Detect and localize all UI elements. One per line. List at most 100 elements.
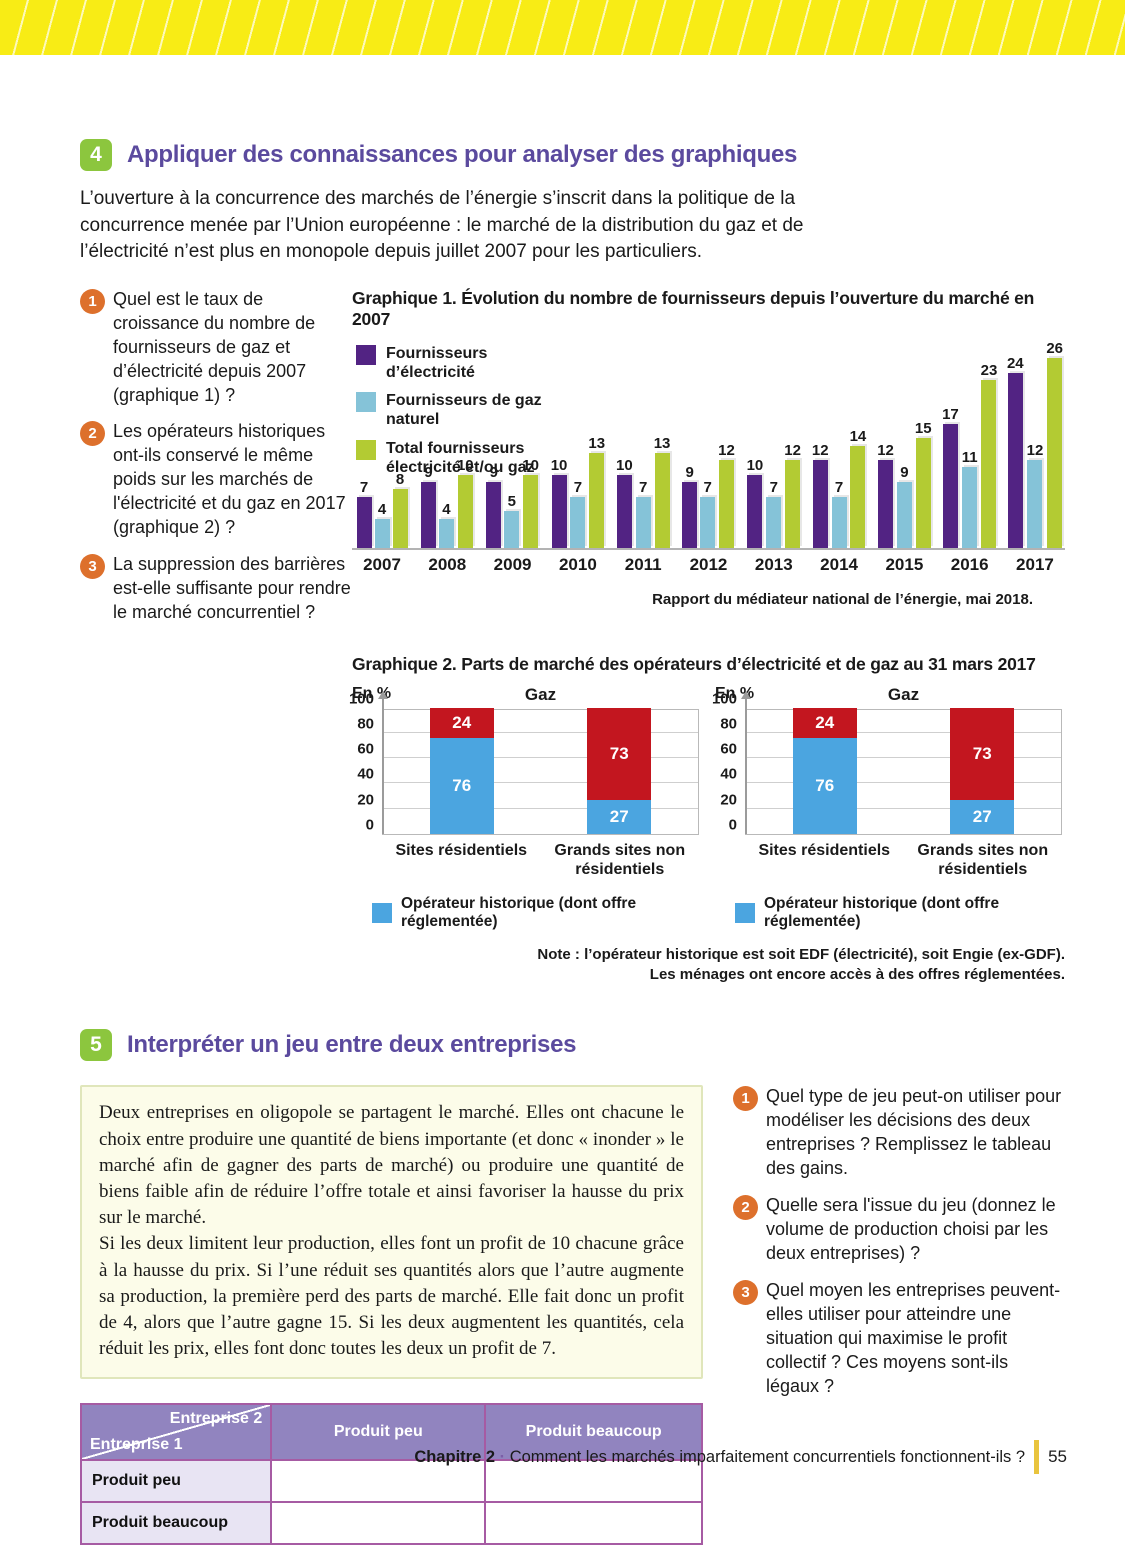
g2-yaxis-arrow [741,690,751,834]
g1-bar [850,445,866,548]
g1-bar-value: 12 [877,442,894,460]
g1-bar-column: 13 [588,435,605,548]
question-text: Les opérateurs historiques ont-ils conse… [113,421,346,538]
legend-label: Opérateur historique (dont offre régleme… [764,894,1000,930]
legend-item: Fournisseurs de gaz naturel [356,391,566,429]
g1-year-group: 9 5 10 [486,457,539,548]
g1-bar-value: 9 [489,464,498,482]
g2-segment-other: 73 [950,707,1015,800]
question-text: Quel type de jeu peut-on utiliser pour m… [766,1086,1062,1179]
top-banner [0,0,1125,55]
section5-header: 5 Interpréter un jeu entre deux entrepri… [80,1029,1065,1062]
g1-bar-value: 9 [424,464,433,482]
g1-year-group: 12 7 14 [812,428,866,548]
g1-bar-column: 15 [915,420,932,548]
g2-ytick-label: 20 [720,791,737,809]
g1-bar [682,482,698,548]
g1-bar [523,474,539,548]
g2-chart-headrow: En % Gaz [715,683,1062,709]
footer-separator: · [499,1447,506,1466]
g1-bar-value: 10 [616,456,633,474]
g2-segment-other: 24 [792,707,857,739]
question-text: Quel est le taux de croissance du nombre… [113,288,316,405]
g1-year-label: 2014 [820,554,858,574]
g1-bar-value: 5 [507,493,516,511]
g2-segment-historique: 27 [950,799,1015,834]
g1-bar [962,467,978,548]
g1-bar-column: 10 [747,457,763,548]
question-number-badge: 1 [80,288,105,314]
g1-year-group: 17 11 23 [942,361,998,548]
g1-bar-column: 10 [522,457,539,548]
g2-category-label: Grands sites non résidentiels [554,841,686,878]
scenario-paragraph: Si les deux limitent leur production, el… [99,1233,684,1360]
g2-stacked-bar: 73 27 [587,707,652,834]
g1-bar-column: 8 [392,471,408,548]
g1-bar [635,496,651,548]
charts-column: Graphique 1. Évolution du nombre de four… [349,288,1065,986]
g1-bar [766,496,782,548]
g2-stacked-bar: 24 76 [429,707,494,834]
g2-chart-title: Gaz [887,684,920,704]
question-item: 2 Les opérateurs historiques ont-ils con… [80,420,352,540]
section4-main-row: 1 Quel est le taux de croissance du nomb… [80,288,1065,986]
g1-year-label: 2012 [689,554,728,574]
question-item: 1 Quel est le taux de croissance du nomb… [80,288,352,408]
column-header: Produit peu [270,1403,487,1462]
g2-ytick-label: 80 [720,715,737,733]
g1-year-group: 9 4 10 [420,457,474,548]
g2-chart-title: Gaz [524,684,557,704]
g1-bar-value: 10 [550,456,568,474]
g1-bar-column: 7 [356,479,372,548]
legend-item: Fournisseurs d’électricité [356,344,566,382]
question-text: Quel moyen les entreprises peuvent-elles… [766,1279,1061,1396]
g2-category-label: Grands sites non résidentiels [917,841,1049,878]
g1-bar [504,511,520,548]
g1-bar-column: 12 [1027,442,1043,548]
g1-bar-column: 7 [635,479,651,548]
section4-intro: L’ouverture à la concurrence des marchés… [80,188,804,263]
g1-year-group: 24 12 26 [1007,340,1063,548]
g1-bar [981,379,997,548]
g1-bar-column: 10 [550,456,568,548]
g1-bar [457,474,473,548]
g2-gridline [746,782,1061,784]
page-footer: Chapitre 2 · Comment les marchés imparfa… [414,1440,1067,1474]
g1-bar [616,474,632,548]
g1-bar-value: 23 [980,361,998,379]
g1-bar [420,482,436,548]
g1-bar-column: 17 [942,406,959,548]
g2-yaxis-ticks: 0 20 40 60 80 100 [349,690,382,835]
g1-plot: 7 4 8 9 4 10 9 5 10 10 7 13 10 7 13 9 7 12 10 7 12 12 7 14 12 9 15… [352,336,1065,550]
g2-gridline [383,757,698,759]
g1-bar-column: 7 [766,479,782,548]
g1-bar-column: 26 [1046,340,1063,548]
g1-bar [654,452,670,548]
g1-bar-column: 5 [504,493,520,548]
question-item: 3 Quel moyen les entreprises peuvent-ell… [733,1279,1065,1399]
g1-year-label: 2013 [754,554,793,574]
section5-title: Interpréter un jeu entre deux entreprise… [127,1031,577,1059]
g1-year-group: 12 9 15 [877,420,932,548]
g1-bar-column: 10 [616,457,633,548]
g1-bar [356,496,372,548]
table-header-row: Entreprise 2 Entreprise 1 Produit peu Pr… [79,1403,703,1462]
section4-questions: 1 Quel est le taux de croissance du nomb… [80,288,352,986]
g1-bar-value: 4 [442,500,451,518]
g1-bar-value: 9 [685,464,694,482]
g1-bar-value: 4 [377,500,387,518]
g1-bar [1047,357,1063,548]
question-item: 2 Quelle sera l'issue du jeu (donnez le … [733,1194,1065,1266]
g1-bar-value: 9 [900,464,909,482]
g1-bar-column: 13 [654,435,670,548]
g2-ytick-label: 20 [357,791,374,809]
g2-yaxis-ticks: 0 20 40 60 80 100 [712,690,745,835]
table-row: Produit beaucoup [79,1501,703,1545]
g1-bar-column: 7 [700,479,716,548]
g1-bar [570,496,586,548]
note-line: Les ménages ont encore accès à des offre… [649,966,1065,984]
legend-swatch-total [356,439,376,460]
g2-segment-historique: 27 [587,799,652,834]
g1-bar [812,460,828,548]
